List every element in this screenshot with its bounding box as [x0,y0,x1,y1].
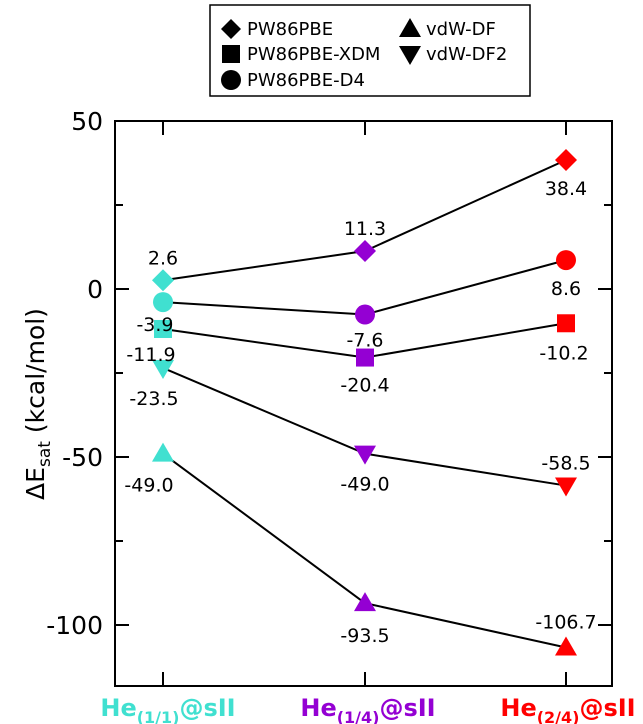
legend-marker-pw86pbe [221,19,241,39]
legend-label-vdw-df: vdW-DF [426,19,496,40]
legend-marker-pw86pbe-xdm [222,45,240,63]
ticks [115,120,612,686]
legend-label-pw86pbe: PW86PBE [247,19,333,40]
y-tick-label: -100 [46,611,103,640]
legend-label-vdw-df2: vdW-DF2 [426,44,507,65]
data-label-vdw-df-1: -93.5 [340,625,389,647]
marker-vdw-df2-1 [354,445,376,465]
category-sub: (1/1) [137,708,180,724]
marker-vdw-df2-2 [555,477,577,497]
y-tick-label: 0 [87,275,103,304]
marker-pw86pbe-xdm-2 [557,314,575,333]
category-sub: (1/4) [337,708,380,724]
category-label-0: He(1/1)@sII [100,694,235,724]
marker-vdw-df2-0 [152,359,174,379]
category-label-2: He(2/4)@sII [500,694,635,724]
data-label-pw86pbe-0: 2.6 [148,247,178,269]
y-tick-labels: 50 0 -50 -100 [46,107,103,640]
y-axis-title-sub: sat [35,441,55,467]
marker-pw86pbe-d4-2 [556,250,576,271]
category-suffix: @sII [179,694,235,722]
data-label-vdw-df2-1: -49.0 [340,474,389,496]
category-base: He [100,694,136,722]
y-axis-title-unit: (kcal/mol) [21,308,50,433]
marker-pw86pbe-1 [354,240,376,263]
marker-pw86pbe-xdm-0 [154,319,172,338]
data-label-pw86pbe-d4-1: -7.6 [346,330,383,352]
y-axis-title-main: ΔE [21,467,50,500]
category-labels: He(1/1)@sII He(1/4)@sII He(2/4)@sII [100,694,635,724]
marker-pw86pbe-xdm-1 [356,348,374,367]
marker-pw86pbe-2 [555,148,577,171]
marker-vdw-df-0 [152,442,174,462]
data-label-vdw-df-2: -106.7 [535,612,596,634]
marker-vdw-df-1 [354,592,376,612]
y-tick-label: 50 [71,107,103,136]
data-label-pw86pbe-xdm-2: -10.2 [539,342,588,364]
category-base: He [300,694,336,722]
marker-vdw-df-2 [555,636,577,656]
data-label-pw86pbe-1: 11.3 [344,218,386,240]
plot-frame [114,120,613,687]
marker-pw86pbe-0 [152,269,174,292]
legend-marker-vdw-df [399,18,421,37]
data-label-pw86pbe-xdm-1: -20.4 [340,375,389,397]
legend-marker-vdw-df2 [399,46,421,65]
y-tick-label: -50 [62,443,103,472]
data-label-pw86pbe-xdm-0: -11.9 [126,344,175,366]
data-label-pw86pbe-2: 38.4 [545,178,587,200]
legend-label-pw86pbe-d4: PW86PBE-D4 [247,70,365,91]
category-suffix: @sII [579,694,635,722]
data-label-pw86pbe-d4-2: 8.6 [551,278,581,300]
data-label-vdw-df2-2: -58.5 [541,453,590,475]
markers [152,148,577,656]
category-label-1: He(1/4)@sII [300,694,435,724]
legend: PW86PBE PW86PBE-XDM PW86PBE-D4 vdW-DF vdW-DF… [209,4,531,97]
legend-marker-pw86pbe-d4 [221,70,241,90]
data-label-vdw-df2-0: -23.5 [129,388,178,410]
marker-pw86pbe-d4-1 [355,304,375,325]
marker-pw86pbe-d4-0 [153,292,173,313]
data-label-pw86pbe-d4-0: -3.9 [136,314,173,336]
category-sub: (2/4) [537,708,580,724]
data-labels: 2.6 11.3 38.4 -11.9 -20.4 -10.2 -3.9 -7.6 8.6 -49… [124,178,596,647]
category-suffix: @sII [379,694,435,722]
data-label-vdw-df-0: -49.0 [124,475,173,497]
category-base: He [500,694,536,722]
y-axis-title: ΔEsat (kcal/mol) [21,308,55,500]
legend-box [209,4,531,97]
legend-label-pw86pbe-xdm: PW86PBE-XDM [247,44,380,65]
